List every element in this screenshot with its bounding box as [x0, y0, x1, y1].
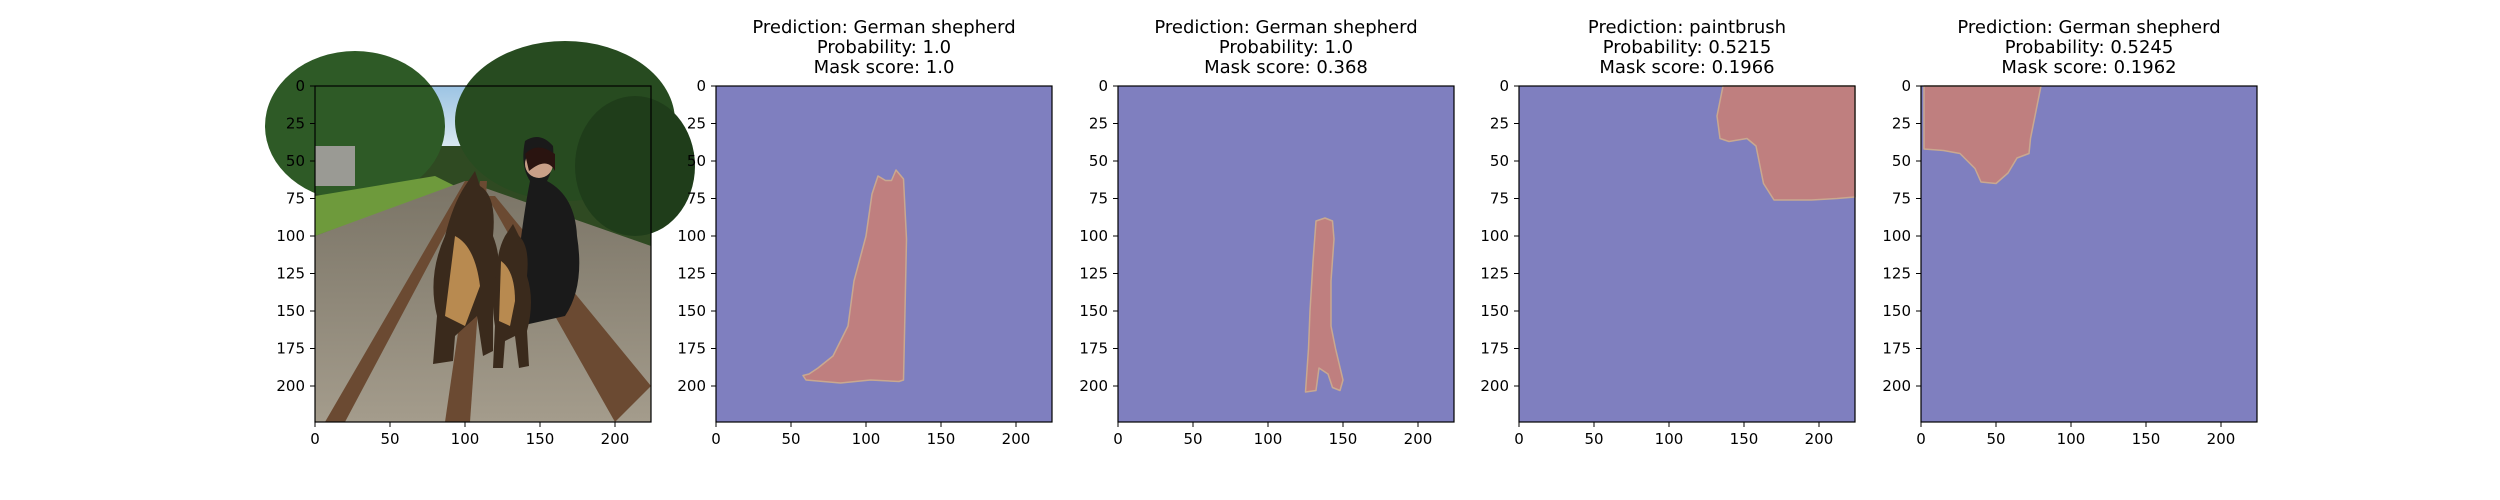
x-tick-label: 150 [526, 430, 555, 448]
panel-photo: 0 50 100 150 200 0 25 50 75 100 125 150 175 200 [265, 41, 695, 448]
x-tick-label: 200 [2207, 430, 2236, 448]
y-tick-label: 200 [677, 377, 706, 395]
x-tick-label: 100 [1254, 430, 1283, 448]
x-tick-label: 100 [1655, 430, 1684, 448]
y-tick-label: 50 [286, 152, 305, 170]
photo [265, 41, 695, 422]
y-tick-label: 0 [1901, 77, 1911, 95]
x-tick-label: 200 [1805, 430, 1834, 448]
y-tick-label: 125 [1480, 265, 1509, 283]
x-tick-label: 150 [927, 430, 956, 448]
mask-region [1923, 85, 2042, 185]
x-tick-label: 150 [1730, 430, 1759, 448]
y-tick-label: 150 [1079, 302, 1108, 320]
x-tick-label: 0 [310, 430, 320, 448]
y-tick-label: 175 [276, 340, 305, 358]
x-tick-label: 200 [601, 430, 630, 448]
x-tick-label: 150 [1329, 430, 1358, 448]
y-tick-label: 75 [1892, 190, 1911, 208]
axes-frame [314, 85, 652, 423]
y-tick-label: 0 [1098, 77, 1108, 95]
chart-title-line-1: Prediction: German shepherd [752, 17, 1015, 38]
y-tick-label: 175 [677, 340, 706, 358]
chart-title-line-3: Mask score: 0.1962 [2001, 57, 2176, 78]
x-tick-label: 50 [1183, 430, 1202, 448]
y-tick-label: 25 [1490, 115, 1509, 133]
y-tick-label: 50 [1089, 152, 1108, 170]
x-tick-label: 0 [711, 430, 721, 448]
y-tick-label: 150 [1480, 302, 1509, 320]
y-tick-label: 175 [1480, 340, 1509, 358]
x-tick-label: 50 [380, 430, 399, 448]
x-tick-label: 50 [1986, 430, 2005, 448]
x-tick-label: 50 [1584, 430, 1603, 448]
y-tick-label: 0 [295, 77, 305, 95]
panel-mask-4: Prediction: German shepherd Probability:… [1882, 17, 2258, 448]
y-tick-label: 125 [1079, 265, 1108, 283]
x-tick-label: 0 [1916, 430, 1926, 448]
y-tick-label: 50 [687, 152, 706, 170]
y-tick-label: 100 [1079, 227, 1108, 245]
chart-title-line-2: Probability: 1.0 [1219, 37, 1353, 58]
y-tick-label: 25 [1892, 115, 1911, 133]
y-tick-label: 200 [1480, 377, 1509, 395]
chart-title-line-3: Mask score: 0.368 [1204, 57, 1368, 78]
y-tick-label: 175 [1882, 340, 1911, 358]
axes-frame [715, 85, 1053, 423]
y-tick-label: 200 [276, 377, 305, 395]
y-tick-label: 150 [1882, 302, 1911, 320]
y-tick-label: 100 [1882, 227, 1911, 245]
mask-region [802, 169, 908, 384]
chart-title-line-1: Prediction: German shepherd [1154, 17, 1417, 38]
chart-title-line-2: Probability: 0.5215 [1603, 37, 1772, 58]
mask-background [1118, 86, 1454, 422]
y-tick-label: 25 [286, 115, 305, 133]
y-tick-label: 150 [677, 302, 706, 320]
chart-title-line-2: Probability: 0.5245 [2005, 37, 2174, 58]
y-tick-label: 100 [677, 227, 706, 245]
chart-title-line-1: Prediction: paintbrush [1588, 17, 1786, 38]
y-tick-label: 100 [1480, 227, 1509, 245]
chart-title-line-2: Probability: 1.0 [817, 37, 951, 58]
chart-title-line-3: Mask score: 0.1966 [1599, 57, 1774, 78]
axes-frame [1920, 85, 2258, 423]
y-tick-label: 25 [1089, 115, 1108, 133]
y-tick-label: 75 [1089, 190, 1108, 208]
chart-title-line-3: Mask score: 1.0 [814, 57, 955, 78]
mask-region [1304, 217, 1344, 393]
y-tick-label: 125 [677, 265, 706, 283]
x-tick-label: 200 [1404, 430, 1433, 448]
y-tick-label: 75 [286, 190, 305, 208]
y-tick-label: 25 [687, 115, 706, 133]
y-tick-label: 0 [696, 77, 706, 95]
y-tick-label: 125 [1882, 265, 1911, 283]
axes-frame [1518, 85, 1856, 423]
y-tick-label: 50 [1490, 152, 1509, 170]
y-tick-label: 75 [687, 190, 706, 208]
panel-mask-2: Prediction: German shepherd Probability:… [1079, 17, 1455, 448]
x-tick-label: 0 [1514, 430, 1524, 448]
x-tick-label: 200 [1002, 430, 1031, 448]
x-tick-label: 0 [1113, 430, 1123, 448]
y-tick-label: 200 [1079, 377, 1108, 395]
y-tick-label: 175 [1079, 340, 1108, 358]
x-tick-label: 150 [2132, 430, 2161, 448]
mask-region [1716, 85, 1856, 201]
axes-frame [1117, 85, 1455, 423]
y-tick-label: 50 [1892, 152, 1911, 170]
y-tick-label: 150 [276, 302, 305, 320]
y-tick-label: 125 [276, 265, 305, 283]
y-tick-label: 100 [276, 227, 305, 245]
panel-mask-3: Prediction: paintbrush Probability: 0.52… [1480, 17, 1856, 448]
x-tick-label: 50 [781, 430, 800, 448]
y-tick-label: 0 [1499, 77, 1509, 95]
panel-mask-1: Prediction: German shepherd Probability:… [677, 17, 1053, 448]
x-tick-label: 100 [451, 430, 480, 448]
chart-title-line-1: Prediction: German shepherd [1957, 17, 2220, 38]
x-tick-label: 100 [2057, 430, 2086, 448]
x-tick-label: 100 [852, 430, 881, 448]
y-tick-label: 75 [1490, 190, 1509, 208]
y-tick-label: 200 [1882, 377, 1911, 395]
